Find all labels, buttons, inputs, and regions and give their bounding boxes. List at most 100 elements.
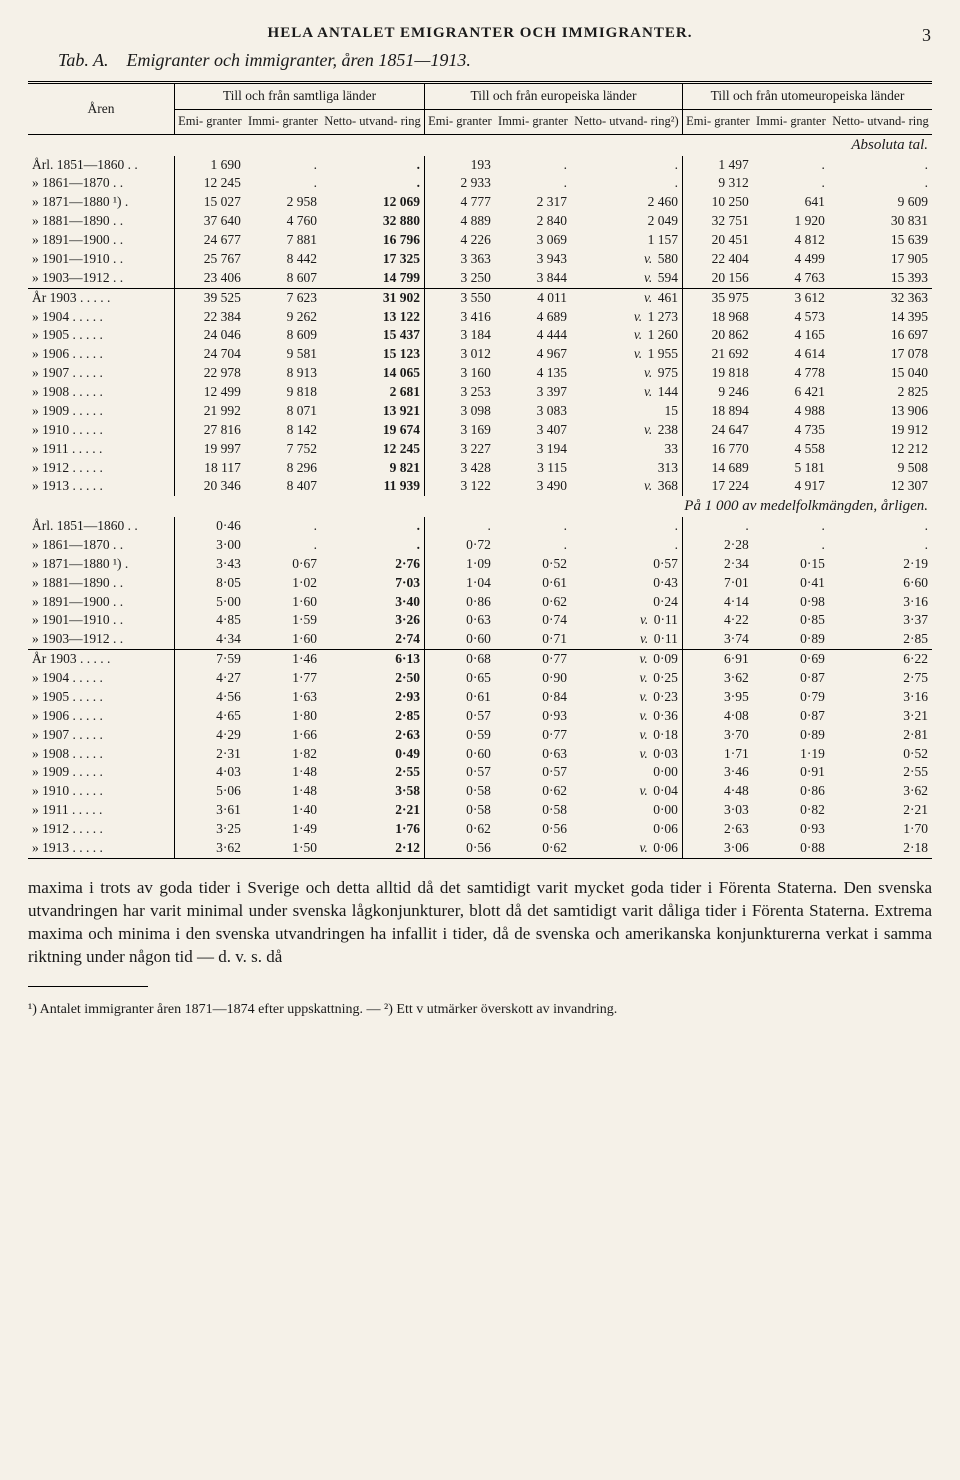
table-cell: 3 227 [425, 440, 495, 459]
section-title: På 1 000 av medelfolkmängden, årligen. [28, 496, 932, 517]
table-cell: 193 [425, 156, 495, 175]
row-label: » 1903—1912 . . [28, 630, 175, 649]
table-cell: 35 975 [682, 288, 752, 307]
table-cell: 4 988 [753, 402, 829, 421]
table-row: » 1861—1870 . .12 245..2 933..9 312.. [28, 174, 932, 193]
table-cell: 2 840 [495, 212, 571, 231]
table-cell: 2·93 [321, 688, 425, 707]
table-cell: 8 071 [245, 402, 321, 421]
table-cell: 32 363 [829, 288, 932, 307]
table-cell: 9 818 [245, 383, 321, 402]
table-cell: 14 799 [321, 269, 425, 288]
table-cell: 3·25 [175, 820, 245, 839]
table-cell: 0·15 [753, 555, 829, 574]
table-cell: 4·03 [175, 763, 245, 782]
table-cell: 0·62 [425, 820, 495, 839]
row-label: Årl. 1851—1860 . . [28, 517, 175, 536]
table-cell: 3 397 [495, 383, 571, 402]
table-cell: 20 346 [175, 477, 245, 496]
row-label: Årl. 1851—1860 . . [28, 156, 175, 175]
table-cell: 3·06 [682, 839, 752, 858]
table-cell: 27 816 [175, 421, 245, 440]
table-cell: 1 157 [571, 231, 682, 250]
table-cell: 8 607 [245, 269, 321, 288]
table-cell: 3 253 [425, 383, 495, 402]
table-cell: 0·24 [571, 593, 682, 612]
table-cell: 16 796 [321, 231, 425, 250]
row-label: » 1906 . . . . . [28, 707, 175, 726]
table-cell: 3 012 [425, 345, 495, 364]
table-cell: v. 0·11 [571, 611, 682, 630]
table-cell: 2 049 [571, 212, 682, 231]
table-cell: 3·03 [682, 801, 752, 820]
section-title: Absoluta tal. [28, 134, 932, 155]
table-cell: 19 674 [321, 421, 425, 440]
table-cell: 0·56 [425, 839, 495, 858]
table-cell: 2 933 [425, 174, 495, 193]
row-label: » 1903—1912 . . [28, 269, 175, 288]
table-cell: 3 943 [495, 250, 571, 269]
row-label: » 1905 . . . . . [28, 326, 175, 345]
table-cell: 2 681 [321, 383, 425, 402]
table-cell: 30 831 [829, 212, 932, 231]
table-cell: 3 490 [495, 477, 571, 496]
table-cell: 3 194 [495, 440, 571, 459]
table-cell: 8 407 [245, 477, 321, 496]
table-cell: 0·43 [571, 574, 682, 593]
row-label: » 1881—1890 . . [28, 574, 175, 593]
table-cell: 3·61 [175, 801, 245, 820]
table-row: » 1906 . . . . .4·651·802·850·570·93v. 0… [28, 707, 932, 726]
table-cell: 14 065 [321, 364, 425, 383]
table-cell: . [829, 536, 932, 555]
row-label: » 1909 . . . . . [28, 763, 175, 782]
table-cell: 3·16 [829, 688, 932, 707]
table-cell: 0·56 [495, 820, 571, 839]
table-row: » 1908 . . . . .2·311·820·490·600·63v. 0… [28, 745, 932, 764]
table-cell: 2·19 [829, 555, 932, 574]
table-cell: 2·81 [829, 726, 932, 745]
table-cell: 2·31 [175, 745, 245, 764]
table-cell: 3 083 [495, 402, 571, 421]
row-label: » 1907 . . . . . [28, 726, 175, 745]
table-cell: 4 614 [753, 345, 829, 364]
table-cell: 12 499 [175, 383, 245, 402]
table-cell: 1·09 [425, 555, 495, 574]
table-cell: . [753, 536, 829, 555]
table-cell: 1·66 [245, 726, 321, 745]
table-cell: 3 069 [495, 231, 571, 250]
row-label: » 1891—1900 . . [28, 231, 175, 250]
table-cell: 3 169 [425, 421, 495, 440]
table-cell: 15 437 [321, 326, 425, 345]
table-cell: 0·60 [425, 745, 495, 764]
table-row: » 1881—1890 . .8·051·027·031·040·610·437… [28, 574, 932, 593]
section-title-row: Absoluta tal. [28, 134, 932, 155]
table-cell: 0·06 [571, 820, 682, 839]
table-cell: 4 135 [495, 364, 571, 383]
row-label: » 1881—1890 . . [28, 212, 175, 231]
table-row: » 1904 . . . . .4·271·772·500·650·90v. 0… [28, 669, 932, 688]
table-cell: 1 690 [175, 156, 245, 175]
running-head-text: HELA ANTALET EMIGRANTER OCH IMMIGRANTER. [268, 25, 693, 41]
col-group-noneur: Till och från utomeuropeiska länder [682, 83, 932, 110]
sub-immi-3: Immi- granter [753, 110, 829, 135]
table-cell: 0·65 [425, 669, 495, 688]
table-cell: 3 407 [495, 421, 571, 440]
table-cell: 0·90 [495, 669, 571, 688]
table-cell: 2 317 [495, 193, 571, 212]
table-cell: 2·34 [682, 555, 752, 574]
table-cell: 4 889 [425, 212, 495, 231]
table-cell: 5·06 [175, 782, 245, 801]
row-label: » 1908 . . . . . [28, 383, 175, 402]
table-cell: 21 992 [175, 402, 245, 421]
table-cell: 22 384 [175, 308, 245, 327]
table-cell: 0·89 [753, 726, 829, 745]
table-cell: 7 881 [245, 231, 321, 250]
table-cell: v. 975 [571, 364, 682, 383]
table-cell: 5·00 [175, 593, 245, 612]
table-cell: . [571, 156, 682, 175]
section-title-row: På 1 000 av medelfolkmängden, årligen. [28, 496, 932, 517]
table-cell: 2·63 [321, 726, 425, 745]
table-row: Årl. 1851—1860 . .0·46........ [28, 517, 932, 536]
table-cell: 3 250 [425, 269, 495, 288]
table-row: » 1910 . . . . .5·061·483·580·580·62v. 0… [28, 782, 932, 801]
